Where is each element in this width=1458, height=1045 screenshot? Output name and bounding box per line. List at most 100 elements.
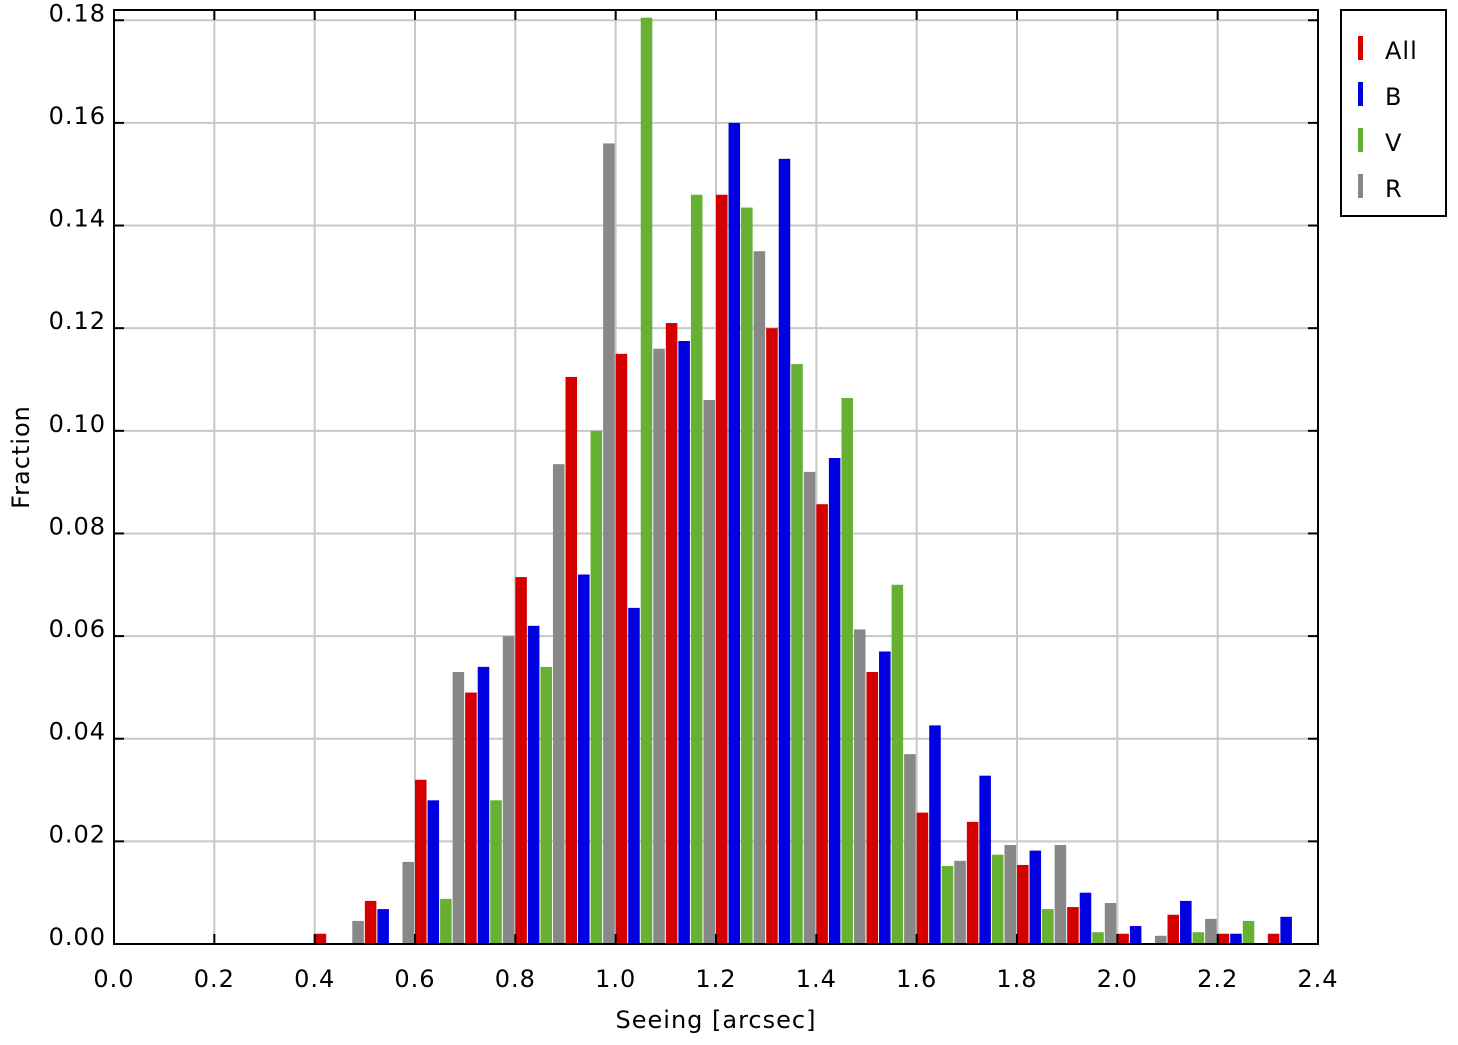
bar [916,812,929,944]
y-tick-label: 0.18 [49,0,106,27]
bar [502,636,515,944]
bar [628,607,640,944]
bar [841,397,853,944]
bar [816,504,828,944]
bar [954,860,966,944]
bar [941,865,954,944]
bar [904,754,916,944]
bar [1230,933,1242,944]
x-tick-label: 0.2 [194,965,235,993]
x-tick-label: 1.4 [796,965,837,993]
bar [615,353,628,944]
bar [703,400,715,944]
bar [665,323,678,944]
x-tick-label: 2.4 [1297,965,1338,993]
bar [678,341,690,944]
bar [452,672,465,944]
bar [352,920,364,944]
x-tick-label: 1.2 [695,965,736,993]
y-tick-label: 0.10 [49,410,106,438]
legend-swatch [1358,82,1363,106]
y-tick-label: 0.16 [49,102,106,130]
bar [515,577,527,944]
bar [1079,892,1092,944]
bar [1192,932,1205,944]
bar [828,458,841,944]
x-tick-label: 0.6 [394,965,435,993]
bar [640,17,653,944]
bar [402,861,414,944]
bar [853,629,866,944]
y-tick-label: 0.14 [49,205,106,233]
bar [728,122,741,944]
bar [565,376,578,944]
bar [966,821,979,944]
bar [791,364,803,945]
x-tick-label: 0.0 [93,965,134,993]
y-tick-label: 0.06 [49,615,106,643]
x-tick-label: 2.0 [1097,965,1138,993]
bar [578,574,590,944]
bar [766,328,778,945]
y-tick-label: 0.08 [49,512,106,540]
y-tick-label: 0.02 [49,820,106,848]
legend-label: V [1385,129,1402,157]
legend-label: All [1385,37,1418,65]
bar [1017,864,1029,944]
x-tick-label: 1.6 [896,965,937,993]
bar [991,854,1004,944]
bar [1117,933,1129,944]
bar [1129,926,1142,944]
x-tick-label: 0.8 [495,965,536,993]
bar [879,651,891,944]
bar [540,666,552,944]
bar [364,900,377,944]
bar [427,800,440,944]
bar [552,464,565,944]
bar [1029,850,1042,944]
bar [314,933,327,944]
x-tick-label: 0.4 [294,965,335,993]
bar [753,251,766,944]
y-axis-label: Fraction [7,405,35,509]
bar [653,348,665,944]
bar [1180,900,1192,944]
x-tick-label: 1.8 [996,965,1037,993]
bar [603,143,615,944]
bar [1217,933,1230,944]
bar [1092,932,1104,944]
legend-label: B [1385,83,1402,111]
bar [377,909,389,944]
bar [1280,916,1292,944]
bar [527,625,540,944]
bar [979,775,991,944]
bar [415,779,427,944]
y-tick-label: 0.12 [49,307,106,335]
bar [929,725,941,944]
bar [1154,935,1167,944]
bar [1267,933,1280,944]
y-tick-label: 0.00 [49,923,106,951]
legend-swatch [1358,174,1363,198]
bar [465,692,477,944]
y-tick-label: 0.04 [49,718,106,746]
bars [314,17,1292,945]
legend-label: R [1385,175,1403,203]
bar [440,898,452,944]
bar [1104,902,1117,944]
legend-swatch [1358,36,1363,60]
bar [741,207,753,945]
bar [477,666,490,944]
bar [590,430,603,944]
bar [1067,907,1079,944]
bar [1167,914,1180,944]
bar [891,584,904,944]
bar [803,471,816,944]
legend-swatch [1358,128,1363,152]
x-axis-label: Seeing [arcsec] [616,1006,817,1034]
bar [716,194,728,944]
bar [778,158,791,945]
x-tick-label: 2.2 [1197,965,1238,993]
bar [866,672,879,944]
